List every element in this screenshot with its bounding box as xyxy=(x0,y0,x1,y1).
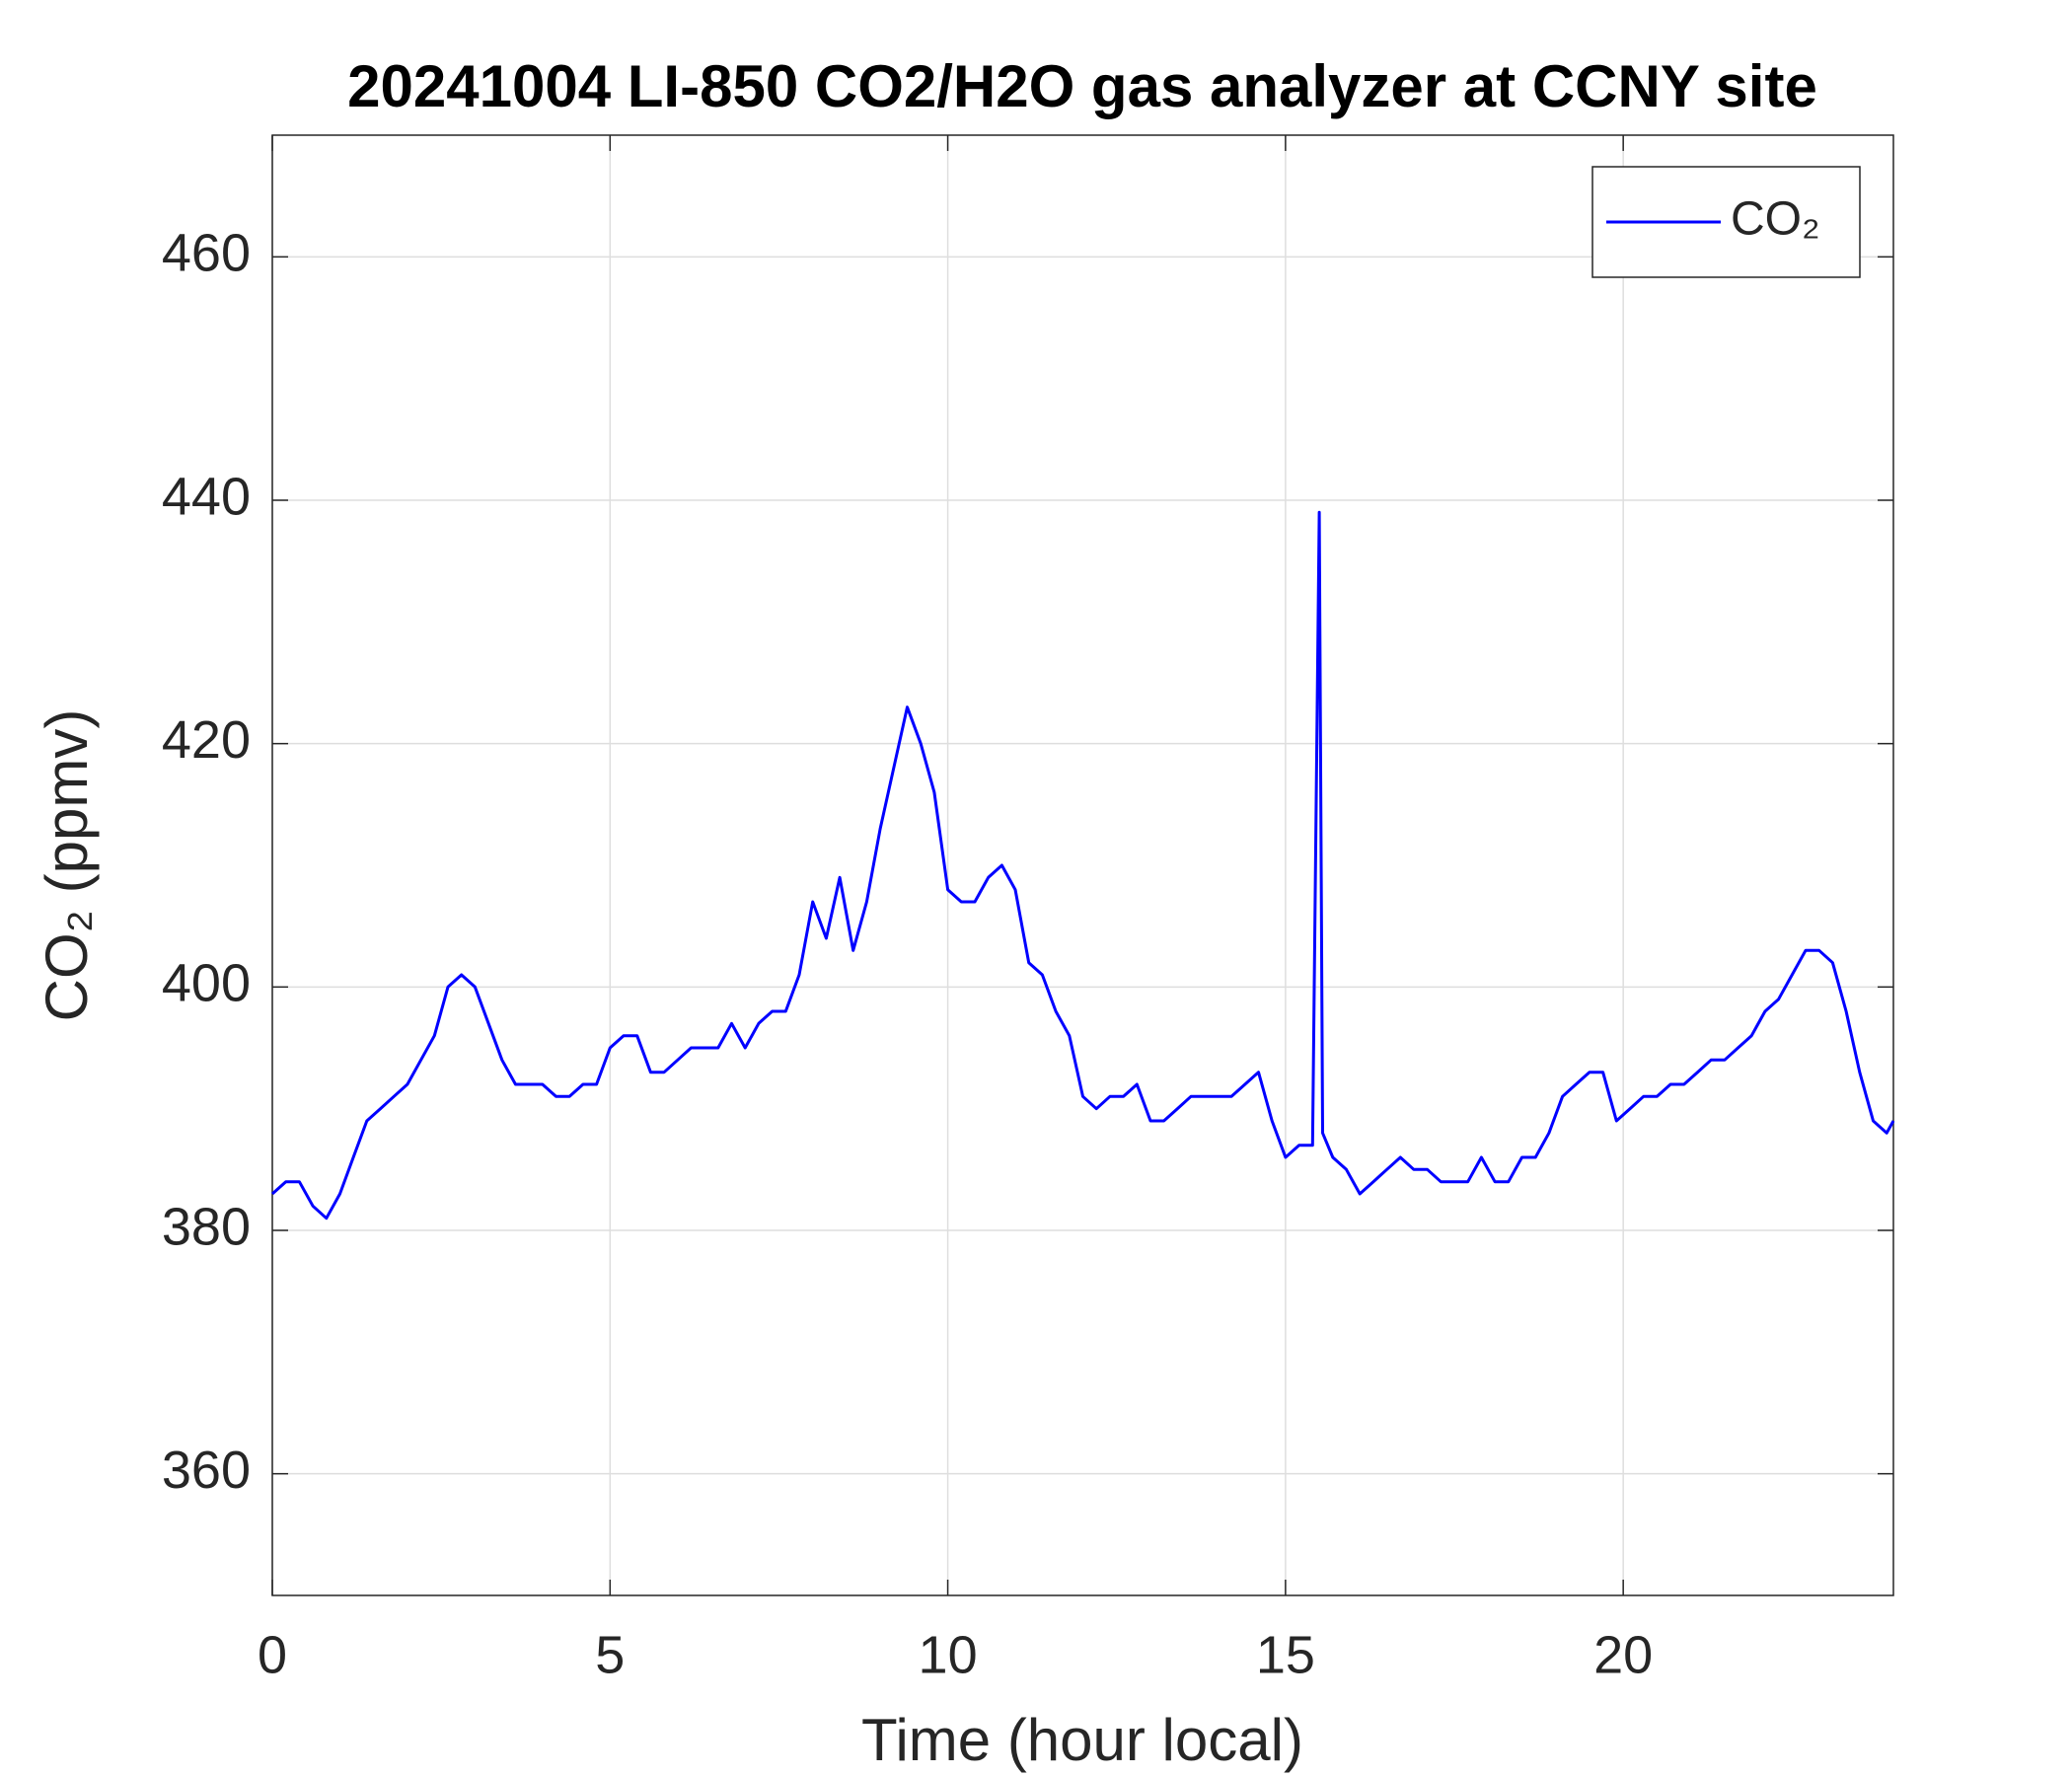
legend-label: CO₂ xyxy=(1731,193,1820,246)
x-tick-label: 10 xyxy=(919,1625,978,1684)
chart-title: 20241004 LI-850 CO2/H2O gas analyzer at … xyxy=(347,53,1817,119)
axes-box xyxy=(271,134,1894,1596)
y-tick-label: 420 xyxy=(162,710,251,770)
y-tick-label: 360 xyxy=(162,1441,251,1500)
data-line xyxy=(270,510,1895,1221)
y-tick-label: 440 xyxy=(162,467,251,526)
legend-box xyxy=(1591,166,1861,278)
y-axis-label: CO₂ (ppmv) xyxy=(34,709,100,1022)
y-tick-label: 400 xyxy=(162,954,251,1013)
y-tick-label: 460 xyxy=(162,224,251,283)
x-tick-label: 5 xyxy=(595,1625,625,1684)
y-tick-label: 380 xyxy=(162,1197,251,1256)
x-tick-label: 15 xyxy=(1256,1625,1315,1684)
x-tick-label: 20 xyxy=(1593,1625,1653,1684)
x-axis-label: Time (hour local) xyxy=(861,1707,1303,1773)
plot-area xyxy=(272,135,1893,1595)
x-tick-label: 0 xyxy=(258,1625,287,1684)
